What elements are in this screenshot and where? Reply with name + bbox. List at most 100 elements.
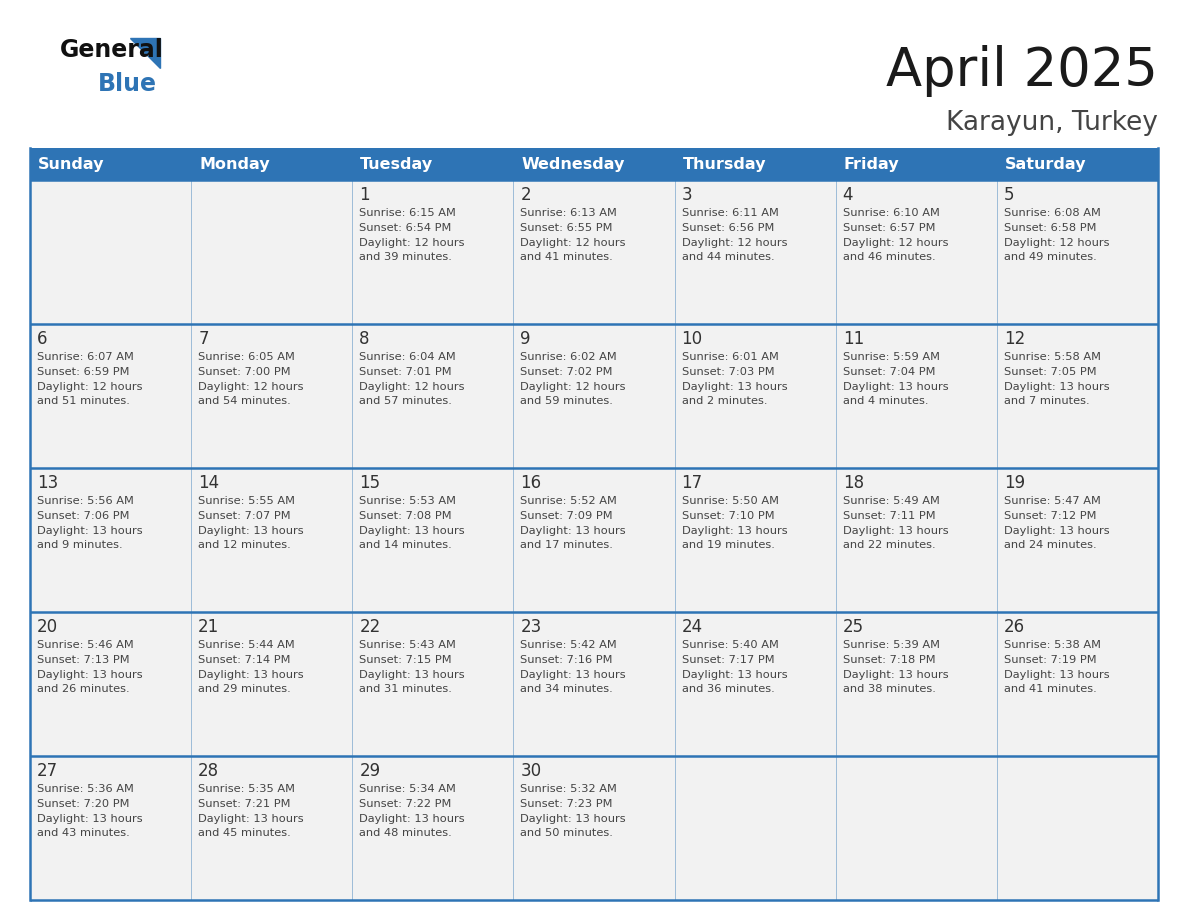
Bar bbox=[835, 756, 997, 900]
Text: Daylight: 13 hours: Daylight: 13 hours bbox=[842, 670, 948, 680]
Text: and 38 minutes.: and 38 minutes. bbox=[842, 684, 936, 694]
Text: 24: 24 bbox=[682, 618, 702, 636]
Text: Sunrise: 6:01 AM: Sunrise: 6:01 AM bbox=[682, 352, 778, 362]
Text: 14: 14 bbox=[198, 474, 220, 492]
Bar bbox=[30, 324, 191, 468]
Text: 11: 11 bbox=[842, 330, 864, 348]
Text: Sunrise: 5:44 AM: Sunrise: 5:44 AM bbox=[198, 640, 295, 650]
Bar bbox=[997, 612, 1158, 756]
Text: 7: 7 bbox=[198, 330, 209, 348]
Text: and 41 minutes.: and 41 minutes. bbox=[1004, 684, 1097, 694]
Text: Sunset: 7:21 PM: Sunset: 7:21 PM bbox=[198, 799, 291, 809]
Text: Daylight: 13 hours: Daylight: 13 hours bbox=[842, 526, 948, 536]
Text: Sunset: 7:09 PM: Sunset: 7:09 PM bbox=[520, 511, 613, 521]
Text: Sunset: 7:02 PM: Sunset: 7:02 PM bbox=[520, 367, 613, 377]
Text: and 22 minutes.: and 22 minutes. bbox=[842, 540, 935, 550]
Text: Sunset: 7:19 PM: Sunset: 7:19 PM bbox=[1004, 655, 1097, 665]
Text: 18: 18 bbox=[842, 474, 864, 492]
Text: 28: 28 bbox=[198, 762, 220, 780]
Text: and 12 minutes.: and 12 minutes. bbox=[198, 540, 291, 550]
Bar bbox=[513, 468, 675, 612]
Text: and 36 minutes.: and 36 minutes. bbox=[682, 684, 775, 694]
Text: and 51 minutes.: and 51 minutes. bbox=[37, 396, 129, 406]
Text: Sunrise: 6:05 AM: Sunrise: 6:05 AM bbox=[198, 352, 295, 362]
Bar bbox=[30, 180, 191, 324]
Bar bbox=[353, 756, 513, 900]
Bar bbox=[353, 468, 513, 612]
Text: Daylight: 13 hours: Daylight: 13 hours bbox=[1004, 670, 1110, 680]
Text: Sunrise: 5:59 AM: Sunrise: 5:59 AM bbox=[842, 352, 940, 362]
Text: Sunrise: 5:53 AM: Sunrise: 5:53 AM bbox=[359, 496, 456, 506]
Bar bbox=[513, 324, 675, 468]
Text: Daylight: 13 hours: Daylight: 13 hours bbox=[682, 670, 788, 680]
Text: Daylight: 13 hours: Daylight: 13 hours bbox=[37, 814, 143, 824]
Text: Sunset: 7:18 PM: Sunset: 7:18 PM bbox=[842, 655, 935, 665]
Text: Sunset: 6:57 PM: Sunset: 6:57 PM bbox=[842, 223, 935, 233]
Bar bbox=[191, 612, 353, 756]
Bar bbox=[675, 756, 835, 900]
Text: Monday: Monday bbox=[200, 156, 270, 172]
Text: 10: 10 bbox=[682, 330, 702, 348]
Text: Sunset: 6:59 PM: Sunset: 6:59 PM bbox=[37, 367, 129, 377]
Text: 15: 15 bbox=[359, 474, 380, 492]
Text: 3: 3 bbox=[682, 186, 693, 204]
Text: Sunrise: 5:47 AM: Sunrise: 5:47 AM bbox=[1004, 496, 1101, 506]
Text: and 4 minutes.: and 4 minutes. bbox=[842, 396, 928, 406]
Text: Daylight: 13 hours: Daylight: 13 hours bbox=[842, 382, 948, 392]
Text: Daylight: 13 hours: Daylight: 13 hours bbox=[1004, 526, 1110, 536]
Text: Sunset: 7:08 PM: Sunset: 7:08 PM bbox=[359, 511, 451, 521]
Text: and 14 minutes.: and 14 minutes. bbox=[359, 540, 453, 550]
Text: Daylight: 12 hours: Daylight: 12 hours bbox=[520, 238, 626, 248]
Text: 29: 29 bbox=[359, 762, 380, 780]
Text: and 34 minutes.: and 34 minutes. bbox=[520, 684, 613, 694]
Text: Daylight: 13 hours: Daylight: 13 hours bbox=[37, 526, 143, 536]
Text: Sunset: 7:00 PM: Sunset: 7:00 PM bbox=[198, 367, 291, 377]
Bar bbox=[835, 324, 997, 468]
Text: Daylight: 12 hours: Daylight: 12 hours bbox=[520, 382, 626, 392]
Text: Daylight: 12 hours: Daylight: 12 hours bbox=[359, 382, 465, 392]
Bar bbox=[675, 324, 835, 468]
Text: Sunrise: 6:08 AM: Sunrise: 6:08 AM bbox=[1004, 208, 1101, 218]
Text: and 44 minutes.: and 44 minutes. bbox=[682, 252, 775, 262]
Text: Sunrise: 6:04 AM: Sunrise: 6:04 AM bbox=[359, 352, 456, 362]
Text: Daylight: 12 hours: Daylight: 12 hours bbox=[1004, 238, 1110, 248]
Bar bbox=[513, 612, 675, 756]
Text: Daylight: 13 hours: Daylight: 13 hours bbox=[359, 526, 465, 536]
Text: and 59 minutes.: and 59 minutes. bbox=[520, 396, 613, 406]
Bar bbox=[835, 468, 997, 612]
Text: and 46 minutes.: and 46 minutes. bbox=[842, 252, 935, 262]
Bar bbox=[353, 324, 513, 468]
Text: 21: 21 bbox=[198, 618, 220, 636]
Text: Sunrise: 5:38 AM: Sunrise: 5:38 AM bbox=[1004, 640, 1101, 650]
Text: and 17 minutes.: and 17 minutes. bbox=[520, 540, 613, 550]
Text: Sunset: 6:55 PM: Sunset: 6:55 PM bbox=[520, 223, 613, 233]
Text: Friday: Friday bbox=[843, 156, 899, 172]
Bar bbox=[835, 148, 997, 180]
Text: Sunrise: 5:35 AM: Sunrise: 5:35 AM bbox=[198, 784, 295, 794]
Bar bbox=[997, 180, 1158, 324]
Text: Daylight: 13 hours: Daylight: 13 hours bbox=[198, 670, 304, 680]
Text: Daylight: 13 hours: Daylight: 13 hours bbox=[359, 814, 465, 824]
Bar bbox=[997, 148, 1158, 180]
Text: April 2025: April 2025 bbox=[886, 45, 1158, 97]
Text: and 45 minutes.: and 45 minutes. bbox=[198, 828, 291, 838]
Text: Daylight: 13 hours: Daylight: 13 hours bbox=[520, 670, 626, 680]
Bar bbox=[513, 180, 675, 324]
Text: Sunset: 7:10 PM: Sunset: 7:10 PM bbox=[682, 511, 775, 521]
Text: Sunrise: 6:11 AM: Sunrise: 6:11 AM bbox=[682, 208, 778, 218]
Text: Daylight: 13 hours: Daylight: 13 hours bbox=[1004, 382, 1110, 392]
Text: Sunrise: 5:32 AM: Sunrise: 5:32 AM bbox=[520, 784, 618, 794]
Text: Daylight: 13 hours: Daylight: 13 hours bbox=[198, 814, 304, 824]
Text: Blue: Blue bbox=[97, 72, 157, 96]
Bar bbox=[30, 468, 191, 612]
Bar bbox=[191, 756, 353, 900]
Text: Sunset: 7:06 PM: Sunset: 7:06 PM bbox=[37, 511, 129, 521]
Text: Daylight: 13 hours: Daylight: 13 hours bbox=[359, 670, 465, 680]
Text: Sunrise: 5:46 AM: Sunrise: 5:46 AM bbox=[37, 640, 134, 650]
Text: Sunset: 7:13 PM: Sunset: 7:13 PM bbox=[37, 655, 129, 665]
Bar bbox=[353, 180, 513, 324]
Text: 1: 1 bbox=[359, 186, 369, 204]
Bar bbox=[191, 468, 353, 612]
Polygon shape bbox=[129, 38, 160, 68]
Text: 4: 4 bbox=[842, 186, 853, 204]
